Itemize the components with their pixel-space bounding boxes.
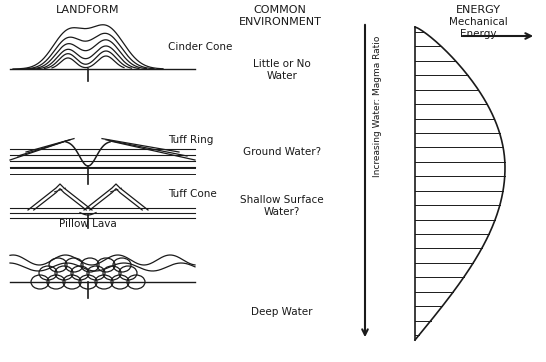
Text: ENERGY: ENERGY xyxy=(455,5,501,15)
Text: Tuff Ring: Tuff Ring xyxy=(168,135,213,145)
Text: Deep Water: Deep Water xyxy=(251,307,313,317)
Text: Tuff Cone: Tuff Cone xyxy=(168,189,217,199)
Text: Pillow Lava: Pillow Lava xyxy=(59,219,117,229)
Text: Shallow Surface
Water?: Shallow Surface Water? xyxy=(240,195,324,217)
Text: Cinder Cone: Cinder Cone xyxy=(168,42,233,52)
Text: Mechanical
Energy: Mechanical Energy xyxy=(449,17,507,39)
Text: Little or No
Water: Little or No Water xyxy=(253,59,311,81)
Text: Ground Water?: Ground Water? xyxy=(243,147,321,157)
Text: COMMON
ENVIRONMENT: COMMON ENVIRONMENT xyxy=(239,5,322,26)
Text: LANDFORM: LANDFORM xyxy=(56,5,120,15)
Text: Increasing Water: Magma Ratio: Increasing Water: Magma Ratio xyxy=(373,35,383,177)
